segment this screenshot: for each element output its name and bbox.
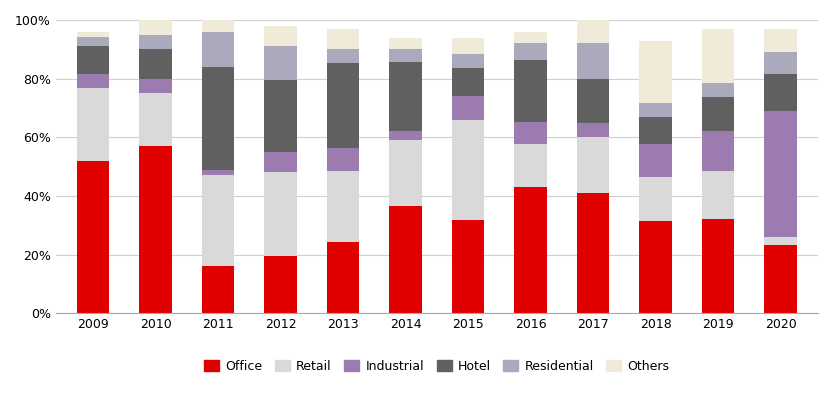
Bar [514, 144, 546, 187]
Bar [701, 131, 734, 171]
Bar [451, 68, 484, 95]
Bar [139, 79, 172, 93]
Bar [576, 193, 609, 313]
Bar [701, 97, 734, 131]
Bar [514, 32, 546, 43]
Bar [389, 49, 421, 63]
Bar [389, 63, 421, 131]
Bar [139, 49, 172, 79]
Bar [327, 63, 359, 148]
Bar [264, 46, 297, 80]
Bar [264, 152, 297, 173]
Bar [389, 140, 421, 206]
Bar [451, 220, 484, 313]
Bar [139, 20, 172, 35]
Bar [701, 219, 734, 313]
Bar [389, 38, 421, 49]
Bar [639, 221, 671, 313]
Bar [451, 95, 484, 121]
Bar [77, 88, 109, 161]
Bar [701, 83, 734, 97]
Bar [514, 43, 546, 60]
Bar [764, 245, 796, 313]
Bar [77, 38, 109, 46]
Bar [639, 103, 671, 117]
Bar [764, 74, 796, 111]
Bar [327, 242, 359, 313]
Bar [639, 40, 671, 103]
Bar [264, 26, 297, 46]
Bar [576, 137, 609, 193]
Bar [764, 52, 796, 74]
Bar [701, 171, 734, 219]
Bar [639, 144, 671, 177]
Bar [202, 20, 234, 32]
Bar [327, 148, 359, 171]
Bar [764, 29, 796, 52]
Bar [139, 93, 172, 146]
Bar [576, 20, 609, 43]
Bar [77, 161, 109, 313]
Bar [327, 171, 359, 242]
Bar [701, 29, 734, 83]
Bar [389, 131, 421, 140]
Bar [264, 80, 297, 152]
Bar [576, 79, 609, 123]
Bar [576, 123, 609, 137]
Bar [514, 122, 546, 144]
Bar [202, 266, 234, 313]
Bar [451, 54, 484, 68]
Bar [139, 35, 172, 49]
Bar [327, 29, 359, 49]
Bar [389, 206, 421, 313]
Legend: Office, Retail, Industrial, Hotel, Residential, Others: Office, Retail, Industrial, Hotel, Resid… [199, 355, 675, 378]
Bar [77, 32, 109, 38]
Bar [764, 236, 796, 245]
Bar [451, 38, 484, 54]
Bar [639, 117, 671, 144]
Bar [451, 121, 484, 220]
Bar [764, 111, 796, 236]
Bar [264, 173, 297, 256]
Bar [514, 187, 546, 313]
Bar [202, 67, 234, 170]
Bar [77, 74, 109, 88]
Bar [202, 170, 234, 176]
Bar [327, 49, 359, 63]
Bar [576, 43, 609, 79]
Bar [139, 146, 172, 313]
Bar [77, 46, 109, 74]
Bar [639, 177, 671, 221]
Bar [202, 32, 234, 67]
Bar [514, 60, 546, 122]
Bar [264, 256, 297, 313]
Bar [202, 176, 234, 266]
